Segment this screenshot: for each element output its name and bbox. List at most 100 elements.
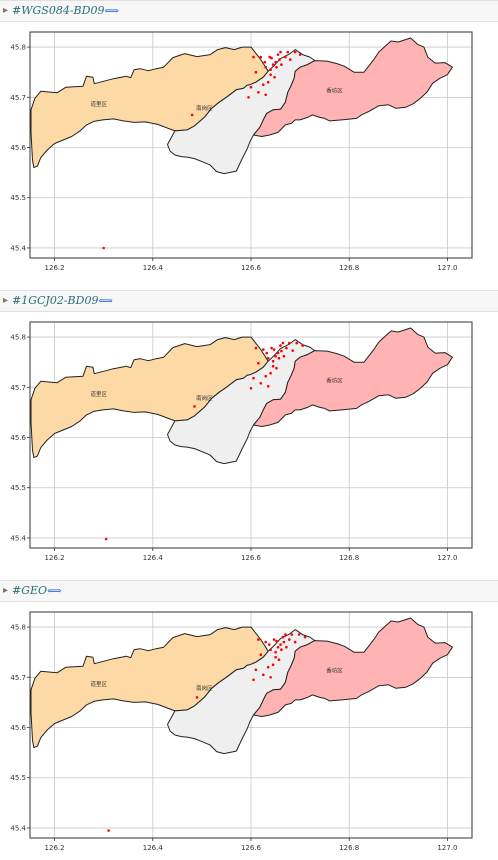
y-tick-label: 45.8: [10, 44, 26, 52]
data-point: [259, 55, 263, 59]
district-label-2: 南岗区: [196, 104, 213, 112]
district-polygon-3: [253, 37, 453, 137]
y-tick-label: 45.6: [10, 434, 26, 442]
x-tick-label: 126.2: [45, 264, 65, 272]
data-point: [264, 640, 268, 644]
data-point: [257, 361, 260, 365]
data-point: [272, 638, 276, 641]
y-tick-label: 45.5: [10, 774, 26, 782]
data-point: [271, 359, 275, 363]
x-tick-label: 126.6: [241, 844, 262, 852]
district-label-2: 南岗区: [196, 684, 213, 692]
y-tick-label: 45.5: [10, 194, 26, 202]
data-point: [264, 374, 268, 378]
data-point: [301, 344, 304, 347]
data-point: [254, 346, 258, 350]
x-tick-label: 126.6: [241, 264, 262, 272]
data-point: [271, 663, 275, 666]
x-tick-label: 126.6: [241, 554, 262, 562]
data-point: [269, 73, 272, 76]
cell-header-3[interactable]: ▸ #GEO⟺: [0, 580, 498, 602]
data-point: [298, 53, 302, 56]
data-point: [282, 354, 286, 358]
x-tick-label: 126.8: [339, 844, 359, 852]
y-tick-label: 45.8: [10, 624, 26, 632]
data-point: [293, 640, 297, 644]
data-point: [266, 385, 270, 388]
data-point: [274, 655, 277, 659]
cell-comment-1: #WGS084-BD09⟺: [12, 4, 119, 17]
link-arrow-icon: ⟺: [104, 6, 119, 17]
data-point: [102, 246, 105, 250]
cell-header-2[interactable]: ▸ #1GCJ02-BD09⟺: [0, 290, 498, 312]
x-tick-label: 127.0: [437, 844, 457, 852]
data-point: [265, 351, 269, 355]
data-point: [249, 85, 253, 89]
y-tick-label: 45.4: [10, 824, 26, 832]
data-point: [284, 55, 287, 59]
data-point: [193, 405, 196, 408]
data-point: [295, 341, 299, 345]
data-point: [290, 633, 294, 636]
data-point: [249, 387, 253, 390]
data-point: [278, 58, 281, 61]
data-point: [275, 366, 278, 370]
data-point: [266, 80, 270, 84]
data-point: [269, 68, 272, 71]
x-tick-label: 126.2: [45, 554, 65, 562]
data-point: [274, 60, 277, 64]
district-polygon-3: [253, 327, 453, 427]
x-tick-label: 126.4: [143, 844, 164, 852]
data-point: [272, 348, 276, 351]
data-point: [257, 91, 260, 94]
data-point: [271, 63, 275, 66]
cell-comment-2: #1GCJ02-BD09⟺: [12, 294, 113, 307]
cell-header-1[interactable]: ▸ #WGS084-BD09⟺: [0, 0, 498, 22]
data-point: [267, 643, 271, 646]
data-point: [280, 349, 283, 353]
x-tick-label: 126.8: [339, 264, 359, 272]
data-point: [269, 371, 272, 375]
data-point: [268, 55, 272, 59]
y-tick-label: 45.7: [10, 94, 26, 102]
data-point: [254, 668, 258, 672]
y-tick-label: 45.4: [10, 244, 26, 252]
link-arrow-icon: ⟺: [47, 586, 62, 597]
cell-comment-3: #GEO⟺: [12, 584, 62, 597]
data-point: [286, 50, 290, 54]
data-point: [276, 645, 280, 649]
data-point: [107, 829, 110, 832]
data-point: [303, 635, 307, 639]
data-point: [273, 75, 276, 79]
district-polygon-3: [253, 617, 453, 717]
cell-collapse-icon[interactable]: ▸: [3, 585, 9, 596]
data-point: [297, 633, 301, 636]
data-point: [276, 351, 280, 355]
data-point: [252, 55, 255, 59]
data-point: [269, 676, 272, 679]
data-point: [252, 376, 255, 380]
data-point: [259, 653, 263, 656]
data-point: [262, 83, 265, 86]
y-tick-label: 45.6: [10, 144, 26, 152]
district-label-1: 道里区: [90, 680, 107, 688]
district-label-1: 道里区: [90, 390, 107, 398]
district-label-2: 南岗区: [196, 394, 213, 402]
data-point: [247, 96, 250, 99]
cell-collapse-icon[interactable]: ▸: [3, 5, 9, 16]
y-tick-label: 45.6: [10, 724, 26, 732]
data-point: [280, 648, 283, 651]
cell-collapse-icon[interactable]: ▸: [3, 295, 9, 306]
data-point: [281, 341, 285, 345]
x-tick-label: 127.0: [437, 554, 457, 562]
data-point: [252, 678, 255, 682]
data-point: [264, 93, 268, 97]
data-point: [288, 341, 291, 345]
data-point: [257, 638, 260, 641]
y-tick-label: 45.8: [10, 334, 26, 342]
data-point: [277, 658, 281, 661]
data-point: [262, 673, 265, 677]
